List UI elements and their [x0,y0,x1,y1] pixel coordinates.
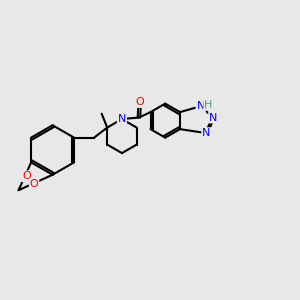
Text: N: N [196,101,205,111]
Text: O: O [135,97,144,107]
Text: N: N [209,112,218,123]
Text: N: N [118,114,126,124]
Text: O: O [22,171,31,181]
Text: N: N [202,128,211,138]
Text: O: O [30,179,38,189]
Text: H: H [204,100,213,110]
